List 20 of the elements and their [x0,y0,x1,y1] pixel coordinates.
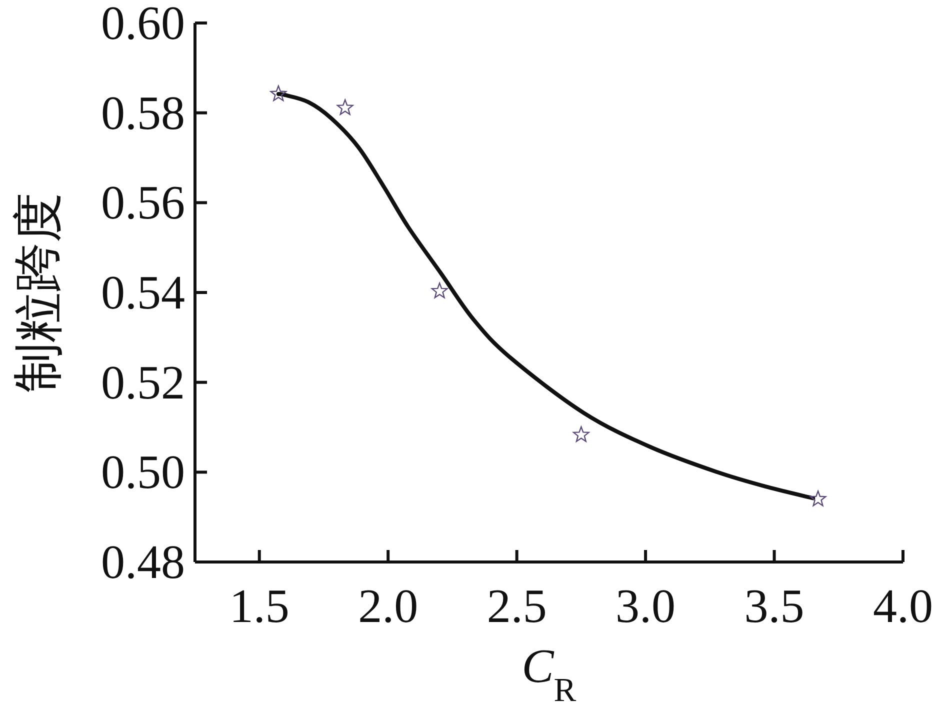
x-tick-label: 2.0 [358,580,418,633]
x-tick-label: 2.5 [486,580,547,633]
y-tick-label: 0.56 [101,176,185,230]
point [336,99,354,115]
x-tick-label: 3.0 [616,580,676,633]
y-tick-label: 0.48 [101,536,185,589]
x-tick-label: 4.0 [873,580,933,633]
point [270,85,287,102]
x-axis-title: C$_{R}$ [522,640,577,702]
point [431,282,448,298]
point [810,490,826,506]
y-tick-label: 0.54 [101,266,185,320]
x-tick-label: 3.5 [744,580,804,633]
x-tick-label: 1.5 [229,580,290,633]
y-tick-label: 0.50 [101,446,185,500]
y-tick-label: 0.60 [101,0,185,50]
point [572,426,590,442]
y-tick-label: 0.52 [101,356,185,410]
y-axis-title: 制粒跨度 [10,192,66,392]
y-tick-label: 0.58 [101,86,185,140]
